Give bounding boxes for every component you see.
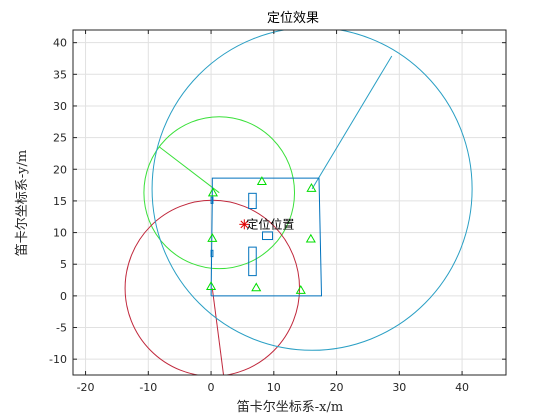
x-tick-label: 30 xyxy=(392,381,406,394)
obstacle xyxy=(248,246,257,277)
obstacle xyxy=(210,249,214,258)
anchor-marker xyxy=(207,187,219,197)
x-axis-title: 笛卡尔坐标系-x/m xyxy=(237,399,343,415)
estimate-marker xyxy=(240,220,249,229)
y-tick-label: 20 xyxy=(53,163,67,176)
y-tick-label: 5 xyxy=(60,258,67,271)
y-tick-label: 40 xyxy=(53,37,67,50)
obstacle xyxy=(248,192,257,210)
range-circle-cyan xyxy=(151,30,473,351)
x-tick-label: -10 xyxy=(139,381,157,394)
axes-box xyxy=(72,29,507,376)
room-outline xyxy=(210,177,323,297)
obstacle xyxy=(210,196,214,204)
y-axis-title: 笛卡尔坐标系-y/m xyxy=(14,150,30,256)
radius-line-red xyxy=(211,288,225,375)
x-tick-label: -20 xyxy=(77,381,95,394)
chart-title: 定位效果 xyxy=(267,11,319,26)
anchor-marker xyxy=(256,176,267,185)
range-circle-green xyxy=(143,116,296,270)
y-tick-label: 25 xyxy=(53,132,67,145)
axes: -20 -10 0 10 20 30 40 -10 -5 0 5 10 15 20 25 30 35 40 xyxy=(49,29,507,394)
y-tick-label: 15 xyxy=(53,195,67,208)
anchor-marker xyxy=(305,233,316,243)
y-tick-label: -10 xyxy=(49,353,67,366)
y-tick-label: 30 xyxy=(53,100,67,113)
x-tick-label: 0 xyxy=(208,381,215,394)
anchor-marker xyxy=(295,284,306,294)
y-tick-label: 35 xyxy=(53,68,67,81)
x-tick-label: 40 xyxy=(455,381,469,394)
anchor-marker xyxy=(251,282,262,292)
anchor-marker xyxy=(205,281,217,291)
estimate-label: 定位位置 xyxy=(246,216,294,231)
y-tick-label: 10 xyxy=(53,227,67,240)
y-tick-label: 0 xyxy=(60,290,67,303)
plot-data: 定位位置 xyxy=(124,30,473,375)
anchor-marker xyxy=(207,233,218,242)
grid xyxy=(73,30,506,375)
x-tick-label: 10 xyxy=(267,381,281,394)
radius-line-green xyxy=(159,146,220,194)
anchor-marker xyxy=(306,183,317,192)
x-tick-label: 20 xyxy=(330,381,344,394)
radius-line-cyan xyxy=(311,55,393,190)
y-tick-label: -5 xyxy=(56,322,67,335)
obstacle xyxy=(262,231,274,241)
